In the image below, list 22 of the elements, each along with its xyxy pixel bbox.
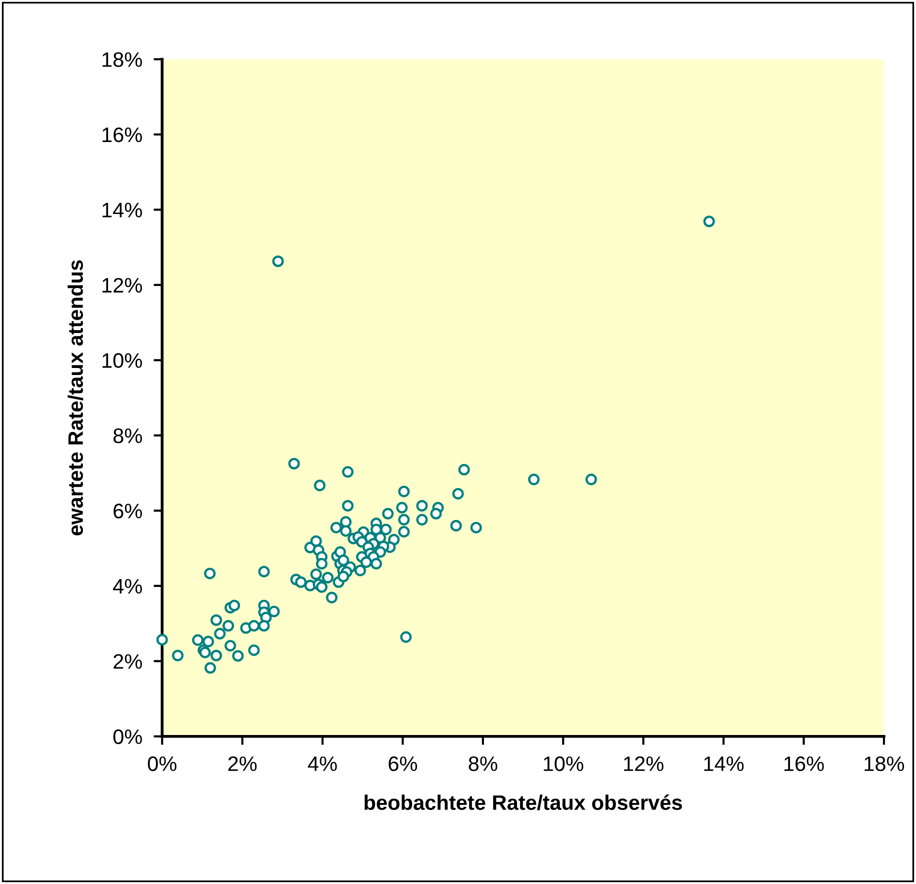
x-tick-label: 14% [704,756,744,772]
x-tick-label: 4% [308,756,337,772]
y-tick-label: 8% [113,428,142,444]
x-tick-label: 6% [388,756,418,772]
x-axis-title: beobachtete Rate/taux observés [364,794,682,810]
y-axis-title: ewartete Rate/taux attendus [68,260,84,536]
x-tick-label: 10% [544,756,584,772]
y-tick-label: 4% [113,578,142,594]
x-tick-label: 0% [148,756,176,772]
x-tick-label: 2% [228,756,257,772]
x-tick-label: 12% [624,756,664,772]
y-tick-label: 6% [114,504,142,518]
x-tick-label: 18% [864,756,904,772]
y-tick-label: 14% [102,202,142,218]
y-tick-label: 18% [102,52,142,67]
y-tick-label: 12% [102,278,142,293]
x-tick-label: 16% [784,756,824,772]
y-tick-label: 16% [102,127,142,142]
y-tick-label: 0% [113,729,142,744]
y-tick-label: 2% [114,654,142,669]
x-tick-label: 8% [468,756,498,772]
y-tick-label: 10% [102,353,142,368]
